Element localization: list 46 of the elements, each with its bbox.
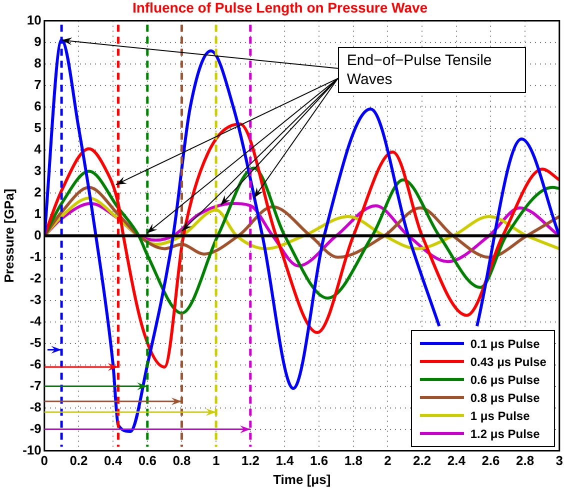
x-tick-label: 0.8: [172, 453, 191, 468]
y-tick-label: 1: [34, 206, 42, 221]
y-axis-title: Pressure [GPa]: [1, 188, 16, 283]
y-tick-label: 9: [34, 34, 42, 49]
x-axis-title: Time [μs]: [273, 472, 331, 487]
x-tick-label: 2: [384, 453, 392, 468]
x-tick-label: 3: [556, 453, 563, 468]
y-tick-label: 5: [34, 120, 42, 135]
x-tick-label: 0.2: [70, 453, 88, 468]
y-tick-label: 4: [34, 141, 42, 156]
x-tick-label: 1.2: [241, 453, 260, 468]
y-tick-label: -4: [30, 313, 42, 328]
x-tick-label: 2.6: [482, 453, 500, 468]
y-tick-label: 6: [34, 98, 42, 114]
legend-label: 0.1 μs Pulse: [470, 336, 540, 351]
x-tick-label: 2.8: [516, 453, 534, 468]
x-tick-label: 2.4: [447, 453, 466, 468]
y-tick-label: 0: [34, 227, 42, 242]
chart-title: Influence of Pulse Length on Pressure Wave: [132, 0, 428, 16]
y-tick-label: -9: [30, 420, 42, 436]
legend-label: 1 μs Pulse: [470, 408, 530, 423]
y-tick-label: -8: [30, 399, 42, 414]
x-tick-label: 1.8: [344, 453, 362, 468]
x-tick-label: 2.2: [413, 453, 432, 468]
y-tick-label: -7: [30, 378, 42, 393]
x-tick-label: 1.6: [310, 453, 328, 468]
y-tick-label: -6: [30, 356, 42, 372]
y-tick-label: -2: [30, 270, 42, 286]
y-tick-label: 8: [34, 55, 42, 70]
y-tick-label: -3: [30, 292, 42, 307]
x-tick-label: 1.4: [276, 453, 295, 468]
y-tick-label: -5: [30, 334, 42, 350]
y-tick-label: 2: [34, 184, 42, 200]
legend-label: 1.2 μs Pulse: [470, 426, 540, 441]
y-tick-label: 10: [26, 12, 42, 28]
y-tick-label: -1: [30, 248, 42, 264]
y-tick-label: 7: [34, 76, 42, 92]
legend-label: 0.43 μs Pulse: [470, 354, 546, 369]
x-tick-label: 0.4: [104, 453, 123, 468]
legend-label: 0.8 μs Pulse: [470, 390, 540, 405]
annotation: End−of−Pulse Tensile Waves: [338, 46, 526, 93]
x-tick-label: 1: [212, 453, 220, 468]
y-tick-label: -10: [22, 442, 42, 458]
x-tick-label: 0.6: [138, 453, 156, 468]
y-tick-label: 3: [34, 162, 42, 178]
legend-label: 0.6 μs Pulse: [470, 372, 540, 387]
